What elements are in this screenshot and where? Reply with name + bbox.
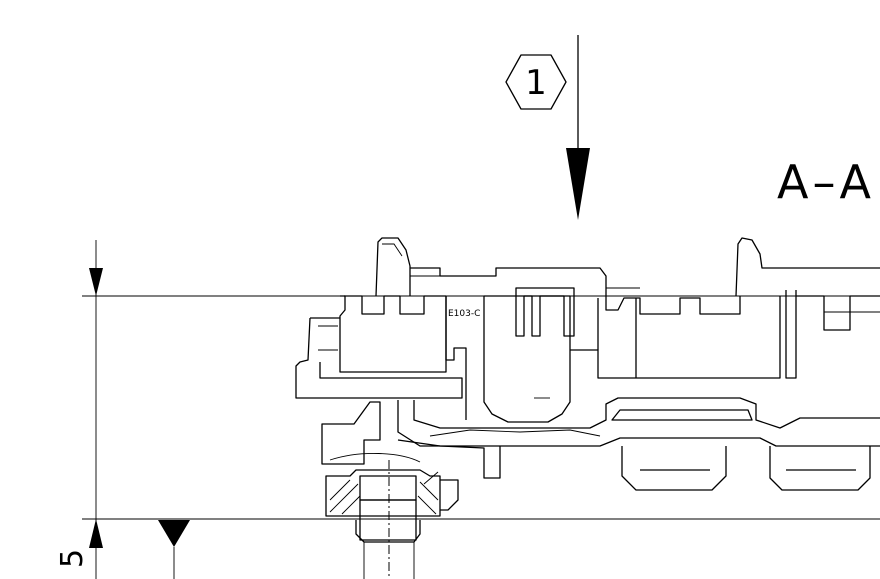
part-marking: E103-C [448, 309, 480, 319]
datum-triangle-icon [158, 520, 190, 547]
section-label: A–A [777, 155, 875, 209]
dimension-lines [82, 240, 880, 579]
dimension-arrow-bottom-icon [89, 519, 103, 548]
view-direction-arrow [566, 35, 590, 220]
callout-number: 1 [525, 63, 547, 103]
part-outline [295, 237, 880, 579]
callout-balloon: 1 [505, 54, 567, 110]
dimension-value: 5 [55, 549, 90, 568]
dimension-arrow-top-icon [89, 268, 103, 296]
